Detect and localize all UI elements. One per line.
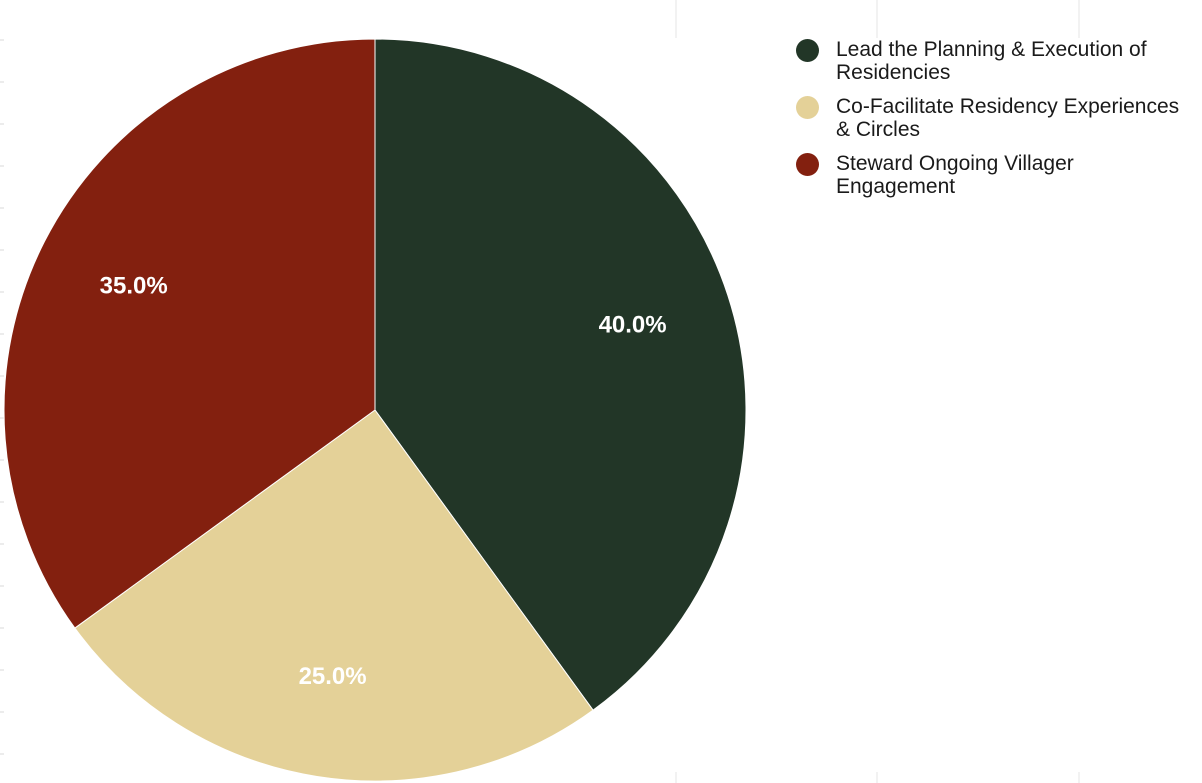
slice-label-co-facilitate: 25.0% bbox=[299, 663, 367, 690]
legend-swatch-co-facilitate bbox=[796, 96, 819, 119]
pie-slice-co-facilitate[interactable] bbox=[74, 409, 594, 782]
legend-item-steward-engagement[interactable]: Steward Ongoing Villager Engagement bbox=[796, 152, 1196, 198]
pie-slice-lead-planning[interactable] bbox=[374, 38, 747, 711]
legend-item-lead-planning[interactable]: Lead the Planning & Execution of Residen… bbox=[796, 38, 1196, 84]
legend-label-steward-engagement: Steward Ongoing Villager Engagement bbox=[836, 152, 1074, 198]
legend-label-lead-planning: Lead the Planning & Execution of Residen… bbox=[836, 38, 1147, 84]
legend: Lead the Planning & Execution of Residen… bbox=[796, 38, 1196, 209]
background-guides bbox=[0, 0, 1080, 783]
legend-label-co-facilitate: Co-Facilitate Residency Experiences & Ci… bbox=[836, 95, 1180, 141]
slice-label-lead-planning: 40.0% bbox=[599, 312, 667, 339]
slice-labels: 40.0% 25.0% 35.0% bbox=[100, 272, 667, 690]
pie-slice-steward-engagement[interactable] bbox=[3, 38, 376, 629]
slice-label-steward-engagement: 35.0% bbox=[100, 272, 168, 299]
legend-item-co-facilitate[interactable]: Co-Facilitate Residency Experiences & Ci… bbox=[796, 95, 1196, 141]
legend-swatch-steward-engagement bbox=[796, 153, 819, 176]
pie-slices bbox=[3, 38, 747, 782]
legend-swatch-lead-planning bbox=[796, 39, 819, 62]
